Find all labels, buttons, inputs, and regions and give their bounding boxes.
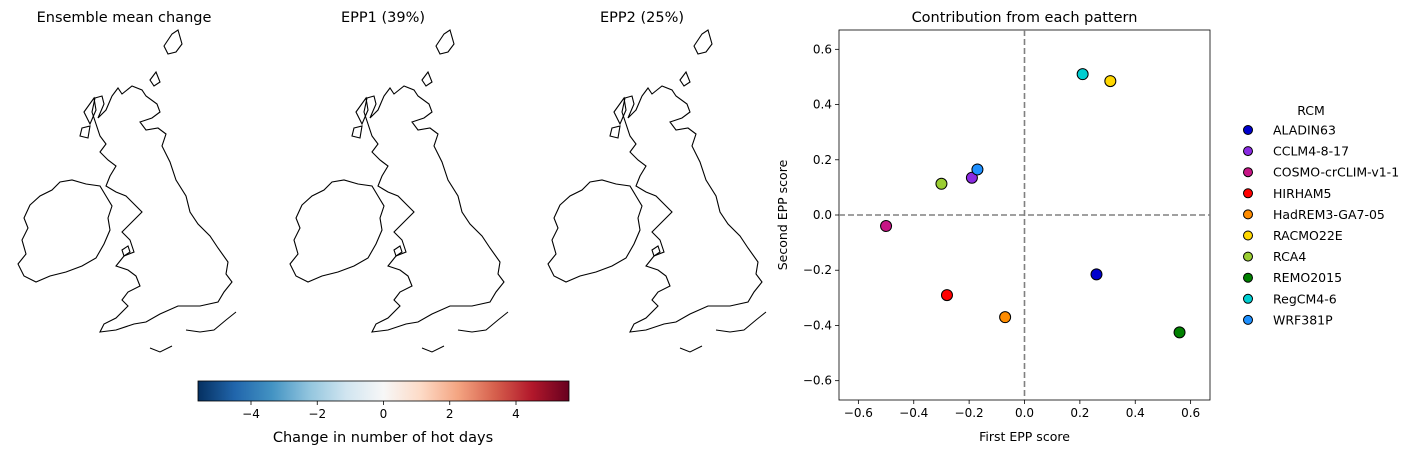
colorbar-tick-label: −4 bbox=[242, 407, 260, 421]
map-epp1 bbox=[289, 29, 509, 353]
map-cool-north bbox=[382, 106, 418, 134]
legend-marker bbox=[1243, 209, 1253, 220]
x-axis-label: First EPP score bbox=[979, 429, 1070, 444]
map-coast-detail bbox=[185, 311, 237, 333]
y-tick-label: 0.2 bbox=[813, 153, 832, 167]
scatter-point bbox=[940, 289, 953, 302]
scatter-point bbox=[965, 171, 978, 184]
map-warm-northeast bbox=[652, 110, 704, 146]
y-tick-label: 0.0 bbox=[813, 208, 832, 222]
map-coast-detail bbox=[715, 311, 767, 333]
map-ireland-blank bbox=[290, 180, 377, 290]
map-warm-spot bbox=[376, 241, 388, 249]
legend-marker bbox=[1243, 251, 1253, 262]
legend-label: COSMO-crCLIM-v1-1 bbox=[1273, 165, 1399, 180]
colorbar-tick-label: 4 bbox=[512, 407, 520, 421]
legend-label: RegCM4-6 bbox=[1273, 291, 1337, 306]
y-tick-label: −0.4 bbox=[803, 318, 832, 332]
map-ireland-band bbox=[322, 196, 372, 218]
map-panel-mean: Ensemble mean change bbox=[17, 10, 237, 353]
legend-label: HadREM3-GA7-05 bbox=[1273, 207, 1385, 222]
legend-marker bbox=[1243, 167, 1253, 178]
legend-marker bbox=[1243, 314, 1253, 325]
map-ireland-band bbox=[58, 196, 102, 218]
map-base-fill bbox=[548, 30, 762, 332]
y-tick-label: −0.2 bbox=[803, 263, 832, 277]
map-coast-detail bbox=[679, 345, 703, 353]
y-tick-label: 0.6 bbox=[813, 42, 832, 56]
map-warm-south bbox=[362, 280, 482, 320]
map-coast-detail bbox=[457, 311, 509, 333]
colorbar: −4 −2 0 2 4 Change in number of hot days bbox=[197, 380, 570, 446]
map-coast-detail bbox=[149, 345, 173, 353]
map-base-fill bbox=[290, 30, 504, 332]
legend-label: ALADIN63 bbox=[1273, 123, 1336, 138]
legend-label: RACMO22E bbox=[1273, 228, 1343, 243]
map-coastline bbox=[289, 29, 505, 333]
map-panel-epp1: EPP1 (39%) bbox=[289, 10, 509, 353]
scatter-point bbox=[1090, 268, 1103, 281]
x-tick-label: 0.2 bbox=[1070, 406, 1089, 420]
scatter-point bbox=[880, 220, 893, 233]
y-axis-label: Second EPP score bbox=[775, 159, 790, 270]
scatter-point bbox=[1076, 68, 1089, 81]
scatter-point bbox=[1104, 75, 1117, 88]
legend-marker bbox=[1243, 188, 1253, 199]
x-tick-label: −0.2 bbox=[955, 406, 984, 420]
map-fill-mean bbox=[18, 30, 232, 332]
map-ireland-blank bbox=[18, 180, 105, 290]
x-tick-label: −0.4 bbox=[899, 406, 928, 420]
map-fill-epp1 bbox=[290, 30, 504, 332]
map-coast-detail bbox=[421, 345, 445, 353]
map-coastline bbox=[17, 29, 233, 333]
scatter-point bbox=[935, 177, 948, 190]
map-fill-epp2 bbox=[548, 30, 762, 332]
colorbar-tick-label: 0 bbox=[380, 407, 388, 421]
map-mean bbox=[17, 29, 237, 353]
map-hotspot bbox=[60, 270, 232, 330]
scatter-title: Contribution from each pattern bbox=[912, 10, 1138, 26]
legend-label: HIRHAM5 bbox=[1273, 186, 1331, 201]
x-tick-label: 0.0 bbox=[1015, 406, 1034, 420]
legend-label: REMO2015 bbox=[1273, 270, 1342, 285]
map-panel-epp2: EPP2 (25%) bbox=[547, 10, 767, 353]
map-coastline bbox=[547, 29, 763, 333]
map-ireland-blank bbox=[548, 180, 635, 290]
y-tick-label: −0.6 bbox=[803, 374, 832, 388]
y-tick-label: 0.4 bbox=[813, 98, 832, 112]
legend-label: WRF381P bbox=[1273, 312, 1333, 327]
legend-label: RCA4 bbox=[1273, 249, 1306, 264]
map-ireland-band bbox=[578, 196, 630, 218]
scatter-panel: Contribution from each pattern −0.6 −0.4 −0… bbox=[775, 10, 1211, 444]
colorbar-gradient bbox=[197, 380, 570, 402]
map-title-epp2: EPP2 (25%) bbox=[600, 10, 684, 26]
legend-marker bbox=[1243, 146, 1253, 157]
map-epp2 bbox=[547, 29, 767, 353]
map-title-mean: Ensemble mean change bbox=[37, 10, 212, 26]
map-base-fill bbox=[18, 30, 232, 332]
map-title-epp1: EPP1 (39%) bbox=[341, 10, 425, 26]
scatter-point bbox=[999, 311, 1012, 324]
legend-marker bbox=[1243, 293, 1253, 304]
colorbar-tick-label: 2 bbox=[446, 407, 454, 421]
legend: RCM ALADIN63 CCLM4-8-17 COSMO-crCLIM-v1-1 HI… bbox=[1243, 103, 1399, 327]
x-tick-label: 0.6 bbox=[1181, 406, 1200, 420]
scatter-point bbox=[971, 163, 984, 176]
colorbar-label: Change in number of hot days bbox=[273, 430, 493, 446]
x-tick-label: −0.6 bbox=[844, 406, 873, 420]
legend-title: RCM bbox=[1297, 103, 1325, 118]
colorbar-tick-label: −2 bbox=[308, 407, 326, 421]
legend-label: CCLM4-8-17 bbox=[1273, 144, 1349, 159]
legend-marker bbox=[1243, 125, 1253, 135]
map-cool-southwest bbox=[620, 296, 700, 324]
scatter-point bbox=[1173, 326, 1186, 339]
x-tick-label: 0.4 bbox=[1126, 406, 1145, 420]
legend-marker bbox=[1243, 272, 1253, 283]
legend-marker bbox=[1243, 230, 1253, 241]
